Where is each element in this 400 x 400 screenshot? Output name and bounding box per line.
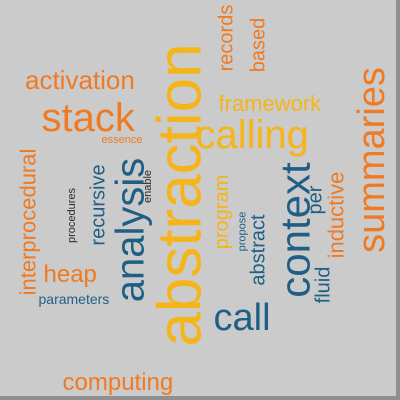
word-parameters: parameters [39, 292, 110, 306]
word-computing: computing [63, 371, 174, 395]
word-calling: calling [196, 115, 309, 155]
word-propose: propose [237, 211, 248, 251]
word-per: per [305, 186, 325, 215]
word-abstraction: abstraction [149, 43, 211, 346]
word-essence: essence [102, 135, 143, 146]
word-context: context [274, 162, 316, 297]
word-records: records [216, 5, 236, 72]
word-procedures: procedures [67, 187, 78, 242]
word-program: program [212, 175, 232, 249]
word-fluid: fluid [313, 267, 333, 304]
word-abstract: abstract [248, 214, 268, 285]
word-summaries: summaries [353, 67, 391, 253]
word-inductive: inductive [325, 172, 347, 259]
word-interprocedural: interprocedural [17, 149, 39, 296]
word-framework: framework [219, 93, 322, 115]
word-call: call [214, 299, 271, 337]
word-recursive: recursive [88, 164, 108, 245]
word-activation: activation [25, 67, 135, 93]
word-heap: heap [44, 263, 97, 287]
word-stack: stack [42, 98, 135, 138]
word-based: based [248, 18, 268, 73]
word-enable: enable [143, 169, 154, 202]
